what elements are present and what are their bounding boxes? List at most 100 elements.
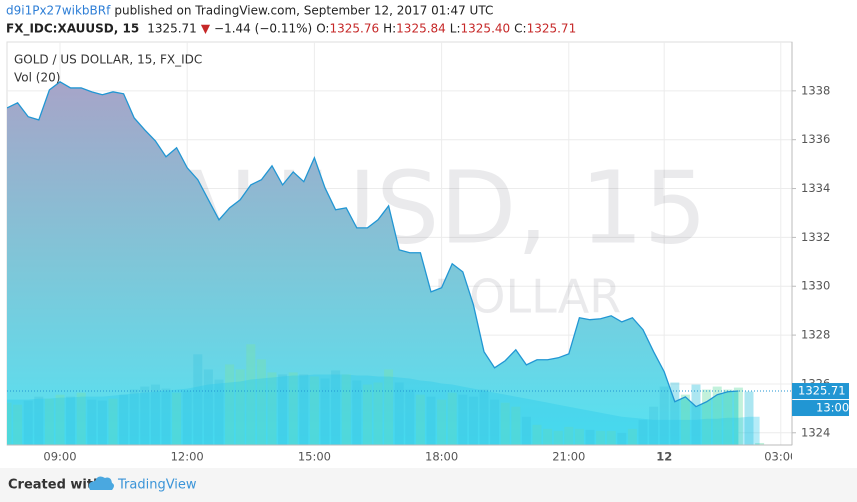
volume-bar	[511, 406, 521, 445]
volume-bar	[585, 429, 595, 445]
volume-bar	[627, 428, 637, 445]
volume-bar	[288, 372, 298, 445]
volume-bar	[87, 399, 97, 445]
volume-title: Vol (20)	[14, 71, 60, 85]
header-arrow: ▼	[201, 22, 211, 36]
volume-bar	[447, 392, 457, 445]
header-c: 1325.71	[527, 22, 577, 36]
volume-bar	[500, 402, 510, 445]
volume-bar	[659, 386, 669, 445]
volume-bar	[415, 394, 425, 445]
volume-bar	[564, 426, 574, 445]
volume-bar	[532, 424, 542, 445]
header-o: 1325.76	[329, 22, 379, 36]
header-symbol: FX_IDC:XAUUSD, 15	[6, 22, 139, 37]
y-tick-label: 1332	[801, 230, 830, 244]
volume-bar	[225, 364, 235, 445]
y-tick-label: 1328	[801, 328, 830, 342]
volume-bar	[66, 396, 76, 445]
header-c-label: C:	[514, 22, 526, 36]
volume-bar	[140, 386, 150, 445]
volume-bar	[299, 374, 309, 445]
volume-bar	[214, 379, 224, 445]
volume-bar	[670, 382, 680, 445]
y-tick-label: 1334	[801, 181, 830, 195]
volume-bar	[606, 430, 616, 445]
volume-ma	[7, 374, 760, 445]
volume-bar	[691, 384, 701, 445]
volume-bar	[331, 370, 341, 445]
volume-bar	[617, 432, 627, 445]
volume-bar	[278, 374, 288, 445]
volume-bar	[267, 372, 277, 445]
volume-bar	[34, 396, 44, 445]
brand[interactable]: TradingView	[117, 478, 197, 493]
volume-bar	[755, 442, 765, 445]
volume-bar	[352, 380, 362, 445]
volume-bar	[150, 384, 160, 445]
volume-bar	[479, 389, 489, 445]
volume-bar	[320, 378, 330, 445]
volume-bar	[76, 392, 86, 445]
y-tick-label: 1324	[801, 425, 830, 439]
logo	[88, 476, 114, 490]
volume-bar	[458, 394, 468, 445]
volume-bar	[649, 406, 659, 445]
volume-bar	[44, 398, 54, 445]
x-tick-label: 18:00	[425, 450, 458, 464]
header-o-label: O:	[316, 22, 329, 36]
volume-bar	[405, 389, 415, 445]
author[interactable]: d9i1Px27wikbBRf	[6, 4, 111, 18]
volume-bar	[490, 399, 500, 445]
plot	[7, 81, 792, 445]
volume-bar	[744, 391, 754, 445]
volume-bar	[712, 386, 722, 445]
volume-bar	[543, 428, 553, 445]
header-l-label: L:	[450, 22, 461, 36]
volume-bar	[574, 428, 584, 445]
footer	[0, 468, 857, 502]
volume-bar	[235, 369, 245, 445]
volume-bar	[309, 376, 319, 445]
header-h-label: H:	[383, 22, 396, 36]
volume-bar	[55, 394, 65, 445]
volume-bar	[373, 382, 383, 445]
x-tick-label: 03:00	[764, 450, 797, 464]
y-tick-label: 1338	[801, 83, 830, 97]
volume-bar	[394, 382, 404, 445]
volume-bar	[172, 392, 182, 445]
volume-bar	[161, 388, 171, 445]
y-tick-label: 1336	[801, 132, 830, 146]
volume-bar	[702, 389, 712, 445]
volume-bar	[680, 394, 690, 445]
volume-bar	[129, 389, 139, 445]
volume-bar	[108, 398, 118, 445]
x-tick-label: 09:00	[43, 450, 76, 464]
volume-bar	[638, 419, 648, 445]
y-tick-label: 1330	[801, 279, 830, 293]
last-price-label: 1325.71	[798, 384, 846, 398]
last-price-box	[792, 383, 849, 400]
volume-bar	[521, 416, 531, 445]
header-change: −1.44 (−0.11%)	[214, 22, 312, 36]
volume-bar	[13, 404, 23, 445]
time-axis: 09:00 12:00 15:00 18:00 21:00 12 03:00	[43, 450, 797, 464]
volume-bar	[553, 430, 563, 445]
volume-bar	[468, 396, 478, 445]
volume-bar	[341, 374, 351, 445]
volume-bar	[7, 402, 12, 445]
volume-bar	[246, 344, 256, 445]
countdown-box	[792, 400, 849, 417]
header-last: 1325.71	[147, 22, 197, 36]
created-with: Created with	[8, 478, 102, 493]
volume-bar	[362, 384, 372, 445]
area-fill	[7, 81, 739, 445]
price-line	[7, 81, 739, 408]
volume-bar	[384, 369, 394, 445]
published: published on TradingView.com, September …	[114, 4, 493, 18]
x-tick-label: 12	[656, 450, 672, 464]
volume-bar	[193, 354, 203, 445]
volume-bar	[723, 389, 733, 445]
